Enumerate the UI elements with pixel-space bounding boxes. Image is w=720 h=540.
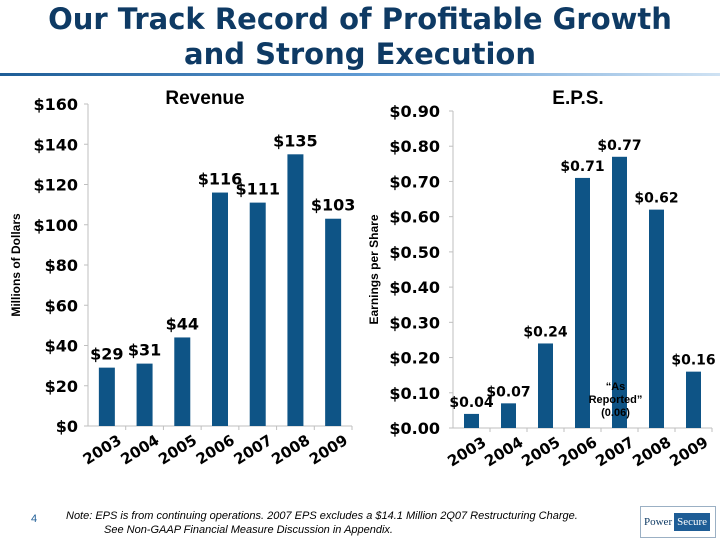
eps-y-tick-label: $0.40 <box>389 278 440 297</box>
revenue-y-tick-label: $80 <box>45 256 78 275</box>
revenue-data-label-2007: $111 <box>235 180 280 199</box>
eps-category-label-2006: 2006 <box>555 433 600 470</box>
eps-category-label-2004: 2004 <box>481 433 526 470</box>
title-divider <box>0 73 720 76</box>
revenue-chart-title: Revenue <box>165 88 244 109</box>
eps-bar-2004 <box>501 403 516 428</box>
revenue-data-label-2008: $135 <box>273 131 318 150</box>
footnote-line1: Note: EPS is from continuing operations.… <box>66 510 578 522</box>
revenue-bar-2007 <box>249 202 266 426</box>
eps-category-label-2008: 2008 <box>629 433 674 470</box>
eps-data-label-2005: $0.24 <box>523 324 568 340</box>
eps-annotation-line-2: Reported” <box>589 394 643 406</box>
revenue-category-label-2003: 2003 <box>80 431 125 468</box>
footnote: Note: EPS is from continuing operations.… <box>66 509 578 537</box>
eps-bar-2009 <box>686 371 701 428</box>
eps-y-axis-label: Earnings per Share <box>367 214 381 324</box>
revenue-data-label-2005: $44 <box>166 314 199 333</box>
eps-category-label-2005: 2005 <box>518 433 563 470</box>
eps-category-label-2003: 2003 <box>444 433 489 470</box>
eps-annotation-line-3: (0.06) <box>601 407 630 419</box>
eps-category-label-2009: 2009 <box>666 433 711 470</box>
revenue-category-label-2004: 2004 <box>117 431 162 468</box>
eps-bar-2008 <box>649 209 664 428</box>
eps-annotation-line-1: “As <box>606 381 626 393</box>
eps-data-label-2009: $0.16 <box>671 353 715 369</box>
slide-title: Our Track Record of Profitable Growth an… <box>0 2 720 72</box>
revenue-bar-2005 <box>174 337 191 426</box>
eps-y-tick-label: $0.30 <box>389 313 440 332</box>
footnote-line2: See Non-GAAP Financial Measure Discussio… <box>104 524 393 536</box>
revenue-data-label-2009: $103 <box>311 196 356 215</box>
revenue-category-label-2009: 2009 <box>306 431 351 468</box>
revenue-category-label-2006: 2006 <box>193 431 238 468</box>
eps-bar-2003 <box>464 413 479 428</box>
slide-title-line1: Our Track Record of Profitable Growth <box>48 2 672 36</box>
revenue-y-tick-label: $160 <box>33 95 78 114</box>
eps-data-label-2003: $0.04 <box>449 395 494 411</box>
slide-title-line2: and Strong Execution <box>184 37 536 71</box>
page-number: 4 <box>31 513 38 525</box>
eps-y-tick-label: $0.80 <box>389 137 440 156</box>
revenue-y-tick-label: $40 <box>45 337 78 356</box>
revenue-category-label-2007: 2007 <box>231 431 276 468</box>
eps-y-tick-label: $0.20 <box>389 349 440 368</box>
revenue-y-tick-label: $0 <box>56 417 78 436</box>
revenue-bar-2003 <box>98 367 115 426</box>
eps-data-label-2007: $0.77 <box>597 138 641 154</box>
revenue-y-tick-label: $120 <box>33 176 78 195</box>
eps-data-label-2006: $0.71 <box>560 159 604 175</box>
logo-text-secure: Secure <box>674 513 711 531</box>
revenue-data-label-2006: $116 <box>198 170 243 189</box>
eps-y-tick-label: $0.00 <box>389 419 440 438</box>
revenue-y-tick-label: $100 <box>33 216 78 235</box>
eps-bar-2006 <box>575 177 590 428</box>
revenue-data-label-2003: $29 <box>90 345 123 364</box>
revenue-bar-2006 <box>212 192 228 426</box>
revenue-y-tick-label: $60 <box>45 296 78 315</box>
eps-y-tick-label: $0.10 <box>389 384 440 403</box>
eps-y-tick-label: $0.60 <box>389 208 440 227</box>
revenue-bar-2004 <box>136 363 153 426</box>
revenue-category-label-2008: 2008 <box>268 431 313 468</box>
revenue-bar-2009 <box>325 218 342 426</box>
eps-data-label-2004: $0.07 <box>486 384 530 400</box>
eps-data-label-2008: $0.62 <box>634 191 678 207</box>
eps-category-label-2007: 2007 <box>592 433 637 470</box>
revenue-y-tick-label: $140 <box>33 135 78 154</box>
company-logo: Power Secure <box>640 506 716 538</box>
eps-bar-2005 <box>538 343 553 428</box>
logo-text-power: Power <box>644 516 673 528</box>
eps-chart-title: E.P.S. <box>552 88 603 109</box>
eps-y-tick-label: $0.50 <box>389 243 440 262</box>
revenue-y-axis-label: Millions of Dollars <box>9 213 23 317</box>
revenue-category-label-2005: 2005 <box>155 431 200 468</box>
revenue-y-tick-label: $20 <box>45 377 78 396</box>
eps-y-tick-label: $0.70 <box>389 172 440 191</box>
eps-y-tick-label: $0.90 <box>389 102 440 121</box>
revenue-bar-2008 <box>287 154 304 426</box>
revenue-data-label-2004: $31 <box>128 341 161 360</box>
eps-bar-2007 <box>612 156 627 429</box>
